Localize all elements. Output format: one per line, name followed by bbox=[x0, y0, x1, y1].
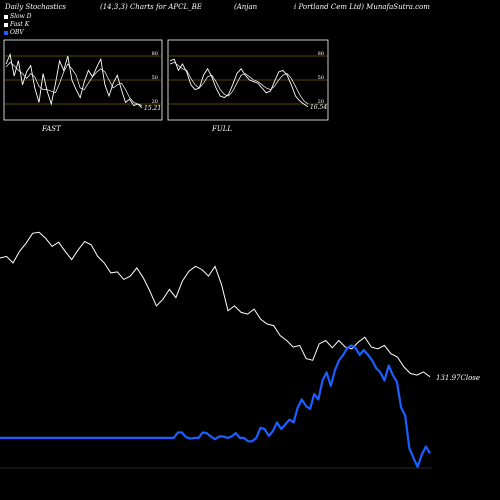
stoch-line-fast-k bbox=[5, 52, 143, 109]
legend-label: Slow D bbox=[10, 13, 32, 20]
header-company-a: (Anjan bbox=[234, 3, 258, 11]
panel-title: FULL bbox=[211, 125, 232, 133]
legend: Slow D Fast K OBV bbox=[4, 13, 32, 37]
legend-item: Fast K bbox=[4, 21, 32, 29]
stoch-line-full-d bbox=[169, 62, 309, 105]
y-tick-label: 20 bbox=[318, 99, 324, 105]
y-tick-label: 50 bbox=[318, 75, 324, 81]
stoch-line-full-k bbox=[169, 58, 309, 108]
legend-label: OBV bbox=[10, 29, 24, 36]
obv-line bbox=[0, 344, 431, 468]
panel-title: FAST bbox=[41, 125, 62, 133]
close-price-line bbox=[0, 231, 431, 378]
stoch-line-slow-d bbox=[5, 61, 143, 106]
legend-item: OBV bbox=[4, 29, 32, 37]
legend-swatch bbox=[4, 30, 8, 35]
header-title: Daily Stochastics bbox=[5, 3, 67, 11]
legend-item: Slow D bbox=[4, 13, 32, 21]
close-label: 131.97Close bbox=[436, 374, 480, 382]
y-tick-label: 80 bbox=[318, 51, 324, 57]
legend-swatch bbox=[4, 14, 8, 19]
y-tick-label: 80 bbox=[152, 51, 158, 57]
last-value-label: 15.21 bbox=[144, 105, 161, 112]
last-value-label: 16.54 bbox=[310, 104, 327, 111]
legend-swatch bbox=[4, 22, 8, 27]
y-tick-label: 50 bbox=[152, 75, 158, 81]
legend-label: Fast K bbox=[10, 21, 30, 28]
y-tick-label: 20 bbox=[152, 99, 158, 105]
header-company-b: i Portland Cem Ltd) MunafaSutra.com bbox=[294, 3, 430, 11]
header-period: (14,3,3) Charts for APCL_BE bbox=[100, 3, 202, 11]
